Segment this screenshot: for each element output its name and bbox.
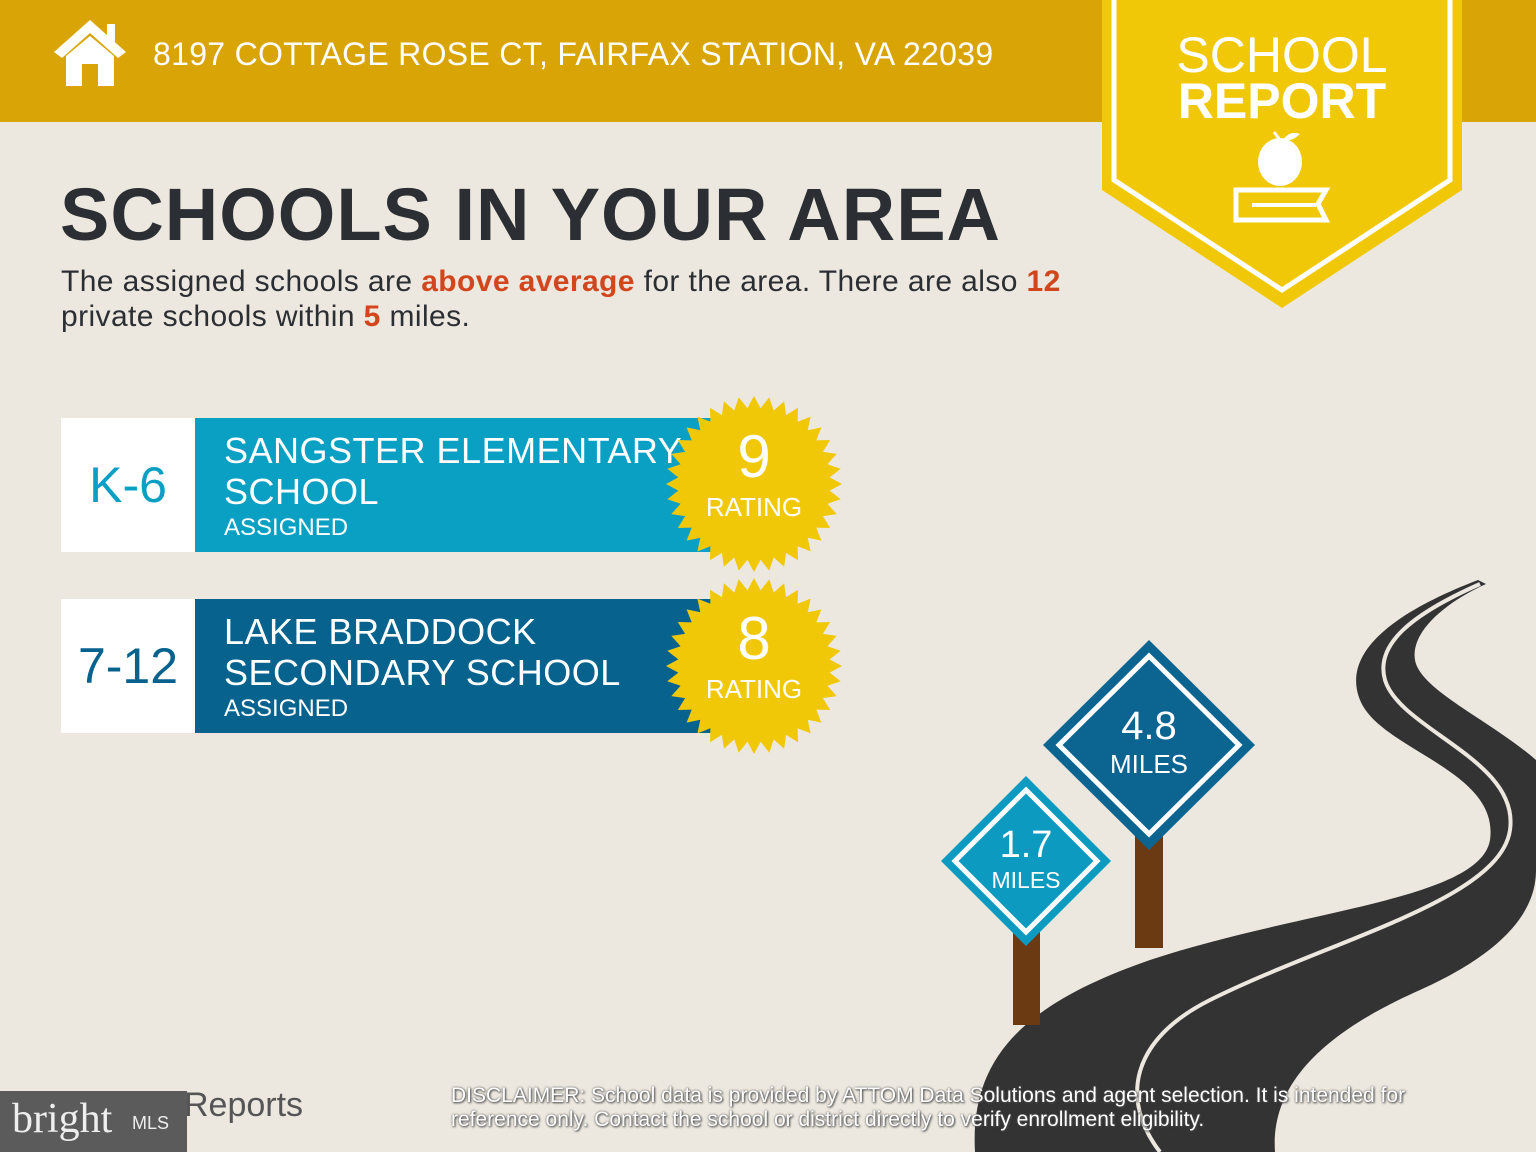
distance-value: 1.7 (999, 824, 1053, 866)
summary-part: miles. (380, 300, 471, 333)
summary-part: private schools within (61, 300, 364, 333)
rating-seal: 8 RATING (664, 576, 844, 756)
summary-part: for the area. There are also (634, 265, 1027, 298)
grade-range: 7-12 (61, 599, 195, 733)
distance-sign: 1.7 MILES (966, 824, 1086, 894)
school-row: K-6 SANGSTER ELEMENTARY SCHOOL ASSIGNED (61, 418, 721, 552)
seal-starburst (666, 578, 842, 754)
rating-value: 8 (737, 605, 771, 672)
property-address: 8197 COTTAGE ROSE CT, FAIRFAX STATION, V… (153, 36, 994, 72)
disclaimer-label: DISCLAIMER: (451, 1084, 586, 1107)
school-info: LAKE BRADDOCK SECONDARY SCHOOL ASSIGNED (195, 599, 721, 733)
summary-highlight: above average (421, 265, 635, 298)
school-info: SANGSTER ELEMENTARY SCHOOL ASSIGNED (195, 418, 721, 552)
bright-mls-watermark: bright MLS (0, 1091, 187, 1152)
distance-unit: MILES (1109, 749, 1189, 779)
brand-name: bright (12, 1096, 113, 1142)
school-name-line2: SECONDARY SCHOOL (224, 652, 621, 693)
rating-label: RATING (705, 492, 803, 522)
school-name-line2: SCHOOL (224, 471, 380, 512)
badge-line2: REPORT (1177, 73, 1387, 129)
summary-text: The assigned schools are above average f… (61, 264, 1061, 334)
distance-unit: MILES (991, 867, 1061, 893)
rating-seal: 9 RATING (664, 394, 844, 574)
school-row: 7-12 LAKE BRADDOCK SECONDARY SCHOOL ASSI… (61, 599, 721, 733)
school-name-line1: SANGSTER ELEMENTARY (224, 430, 683, 471)
school-status: ASSIGNED (224, 514, 349, 541)
rating-value: 9 (737, 423, 771, 490)
page-title: SCHOOLS IN YOUR AREA (60, 173, 1001, 256)
radius-miles: 5 (363, 300, 381, 333)
seal-starburst (666, 396, 842, 572)
school-name-line1: LAKE BRADDOCK (224, 611, 537, 652)
distance-sign: 4.8 MILES (1089, 704, 1209, 780)
apple-on-book-icon (1233, 131, 1331, 223)
disclaimer-text: School data is provided by ATTOM Data So… (451, 1084, 1406, 1131)
seal-shape (666, 578, 842, 754)
sign-post (1135, 830, 1163, 948)
private-school-count: 12 (1026, 265, 1061, 298)
disclaimer: DISCLAIMER: School data is provided by A… (451, 1084, 1461, 1132)
rating-label: RATING (705, 674, 803, 704)
grade-range: K-6 (61, 418, 195, 552)
home-icon (54, 20, 126, 86)
badge-line1: SCHOOL (1176, 27, 1388, 83)
badge-title: SCHOOL REPORT (1102, 30, 1462, 129)
school-report-badge (1102, 0, 1462, 308)
reports-logo-text: Reports (184, 1086, 304, 1124)
brand-suffix: MLS (132, 1113, 170, 1133)
sign-post (1013, 930, 1040, 1025)
seal-shape (666, 396, 842, 572)
school-status: ASSIGNED (224, 695, 349, 722)
distance-value: 4.8 (1121, 704, 1177, 748)
summary-part: The assigned schools are (61, 265, 422, 298)
